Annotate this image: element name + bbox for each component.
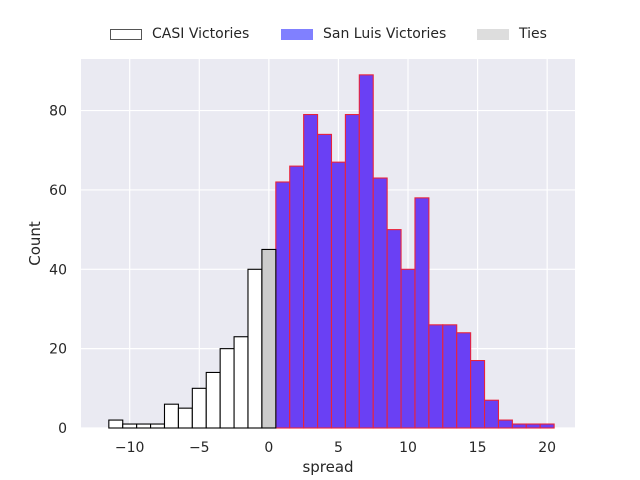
bar-casi-victories — [108, 419, 124, 429]
bar-casi-victories — [205, 371, 221, 429]
legend-label-san-luis: San Luis Victories — [323, 26, 447, 42]
bar-san-luis-victories — [511, 423, 527, 429]
y-ticks: 0 20 40 60 80 — [49, 104, 67, 437]
bar-san-luis-victories — [344, 113, 360, 429]
bar-san-luis-victories — [525, 423, 541, 429]
bar-san-luis-victories — [428, 324, 444, 429]
y-tick-label: 80 — [49, 104, 67, 120]
y-axis-label: Count — [26, 221, 44, 266]
legend-item-casi: CASI Victories — [110, 26, 249, 42]
bars — [108, 74, 555, 429]
bar-casi-victories — [219, 348, 235, 429]
bar-san-luis-victories — [275, 181, 291, 429]
y-tick-label: 60 — [49, 183, 67, 199]
bar-san-luis-victories — [358, 74, 374, 429]
bar-san-luis-victories — [372, 177, 388, 429]
bar-san-luis-victories — [470, 359, 486, 429]
x-tick-label: 5 — [334, 440, 343, 456]
bar-casi-victories — [247, 268, 263, 429]
bar-casi-victories — [177, 407, 193, 429]
x-tick-label: −5 — [189, 440, 210, 456]
bar-san-luis-victories — [289, 165, 305, 429]
legend-label-casi: CASI Victories — [152, 26, 250, 42]
bar-casi-victories — [163, 403, 179, 429]
bar-casi-victories — [136, 423, 152, 429]
bar-san-luis-victories — [317, 133, 333, 429]
bar-casi-victories — [191, 387, 207, 429]
bar-san-luis-victories — [303, 113, 319, 429]
bar-casi-victories — [150, 423, 166, 429]
bar-san-luis-victories — [414, 197, 430, 429]
legend-swatch-casi — [110, 28, 142, 40]
legend-label-ties: Ties — [519, 26, 547, 42]
legend-swatch-san-luis — [281, 28, 313, 40]
y-tick-label: 0 — [58, 421, 67, 437]
x-tick-label: 10 — [399, 440, 417, 456]
bar-san-luis-victories — [386, 229, 402, 429]
x-tick-label: 20 — [538, 440, 556, 456]
x-tick-label: −10 — [115, 440, 145, 456]
bar-san-luis-victories — [497, 419, 513, 429]
legend-item-ties: Ties — [477, 26, 547, 42]
x-axis-label: spread — [302, 458, 353, 476]
bar-san-luis-victories — [330, 161, 346, 429]
bar-casi-victories — [233, 336, 249, 429]
bar-casi-victories — [122, 423, 138, 429]
legend-swatch-ties — [477, 28, 509, 40]
bar-san-luis-victories — [456, 332, 472, 429]
bar-ties — [261, 248, 277, 429]
bar-san-luis-victories — [442, 324, 458, 429]
bar-san-luis-victories — [539, 423, 555, 429]
x-tick-label: 15 — [469, 440, 487, 456]
x-ticks: −10 −5 0 5 10 15 20 — [115, 440, 556, 456]
x-tick-label: 0 — [264, 440, 273, 456]
bar-san-luis-victories — [400, 268, 416, 429]
y-tick-label: 40 — [49, 262, 67, 278]
legend-item-san-luis: San Luis Victories — [281, 26, 446, 42]
y-tick-label: 20 — [49, 342, 67, 358]
bar-san-luis-victories — [483, 399, 500, 429]
legend: CASI Victories San Luis Victories Ties — [100, 26, 570, 46]
